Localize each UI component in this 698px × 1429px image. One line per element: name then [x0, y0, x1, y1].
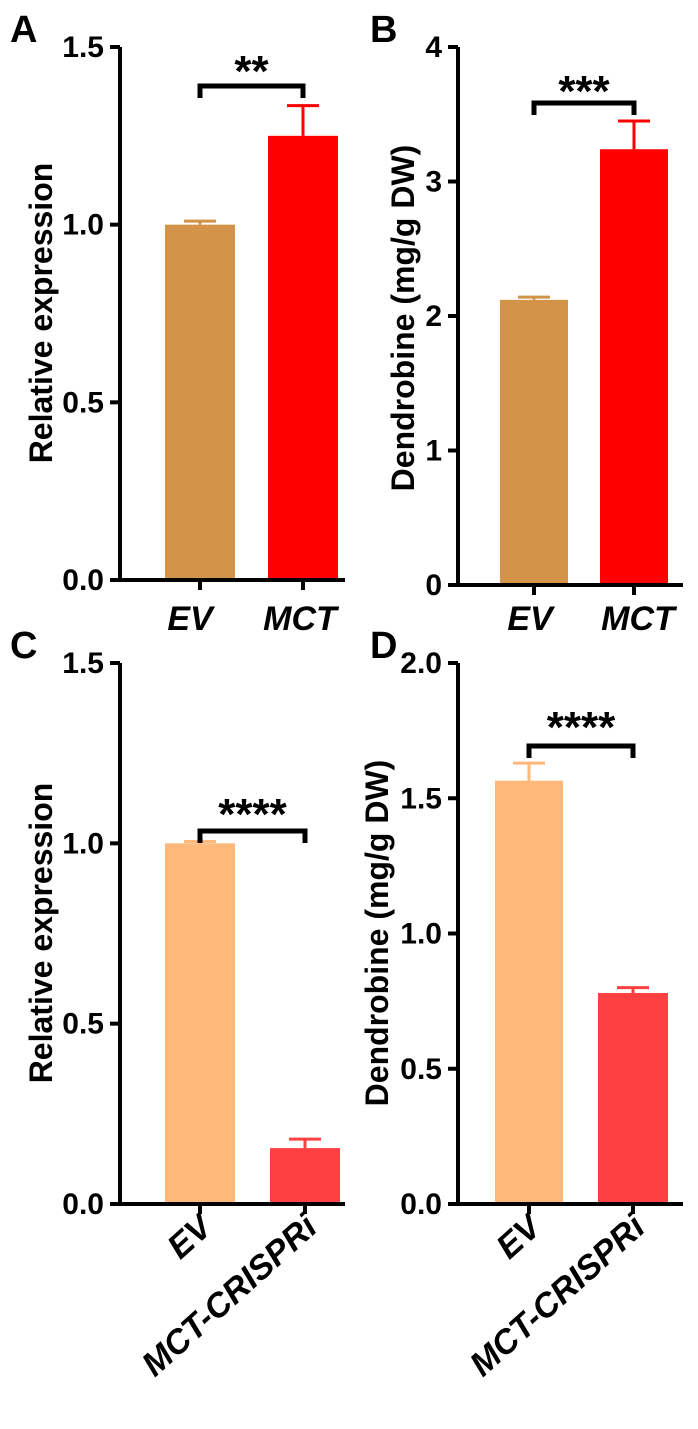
- error-bar-A-0: [184, 219, 216, 225]
- x-category-label-B-0: EV: [507, 600, 556, 638]
- significance-bracket-C: [197, 828, 308, 843]
- x-category-label-D-0: EV: [489, 1205, 551, 1266]
- panel-label-C: C: [10, 625, 37, 667]
- significance-label-D: ****: [547, 703, 616, 752]
- y-tick-label-B-0: 0: [425, 569, 442, 602]
- bar-A-ev: [165, 224, 235, 580]
- significance-bracket-A: [197, 83, 306, 98]
- y-tick-label-D-3: 1.5: [400, 782, 442, 815]
- bar-D-ev: [495, 780, 563, 1204]
- bar-B-ev: [500, 299, 568, 585]
- x-category-label-A-1: MCT: [263, 600, 340, 638]
- panel-label-B: B: [370, 9, 397, 51]
- y-axis-label-B: Dendrobine (mg/g DW): [385, 145, 421, 492]
- error-bar-D-1: [617, 986, 649, 994]
- significance-label-B: ***: [558, 67, 610, 116]
- y-tick-label-A-1: 0.5: [62, 386, 104, 419]
- y-tick-label-A-3: 1.5: [62, 31, 104, 64]
- bar-D-mct-crispri: [598, 993, 668, 1204]
- x-category-label-D-1: MCT-CRISPRi: [463, 1207, 654, 1384]
- y-axis-label-D: Dendrobine (mg/g DW): [359, 760, 395, 1107]
- x-category-label-A-0: EV: [167, 600, 216, 638]
- error-bar-B-1: [618, 119, 650, 150]
- error-bar-A-1: [287, 104, 319, 136]
- error-bar-B-0: [518, 295, 550, 300]
- significance-bracket-B: [531, 100, 637, 115]
- y-tick-label-B-2: 2: [425, 300, 442, 333]
- panel-label-A: A: [10, 9, 37, 51]
- bar-C-mct-crispri: [270, 1148, 340, 1204]
- y-tick-label-C-1: 0.5: [62, 1008, 104, 1041]
- x-category-label-C-0: EV: [160, 1205, 222, 1266]
- y-tick-label-D-4: 2.0: [400, 647, 442, 680]
- bar-B-mct: [600, 149, 668, 585]
- bar-A-mct: [268, 135, 338, 581]
- x-category-label-C-1: MCT-CRISPRi: [135, 1207, 326, 1384]
- y-axis-label-C: Relative expression: [23, 783, 59, 1084]
- y-axis-label-A: Relative expression: [23, 163, 59, 464]
- x-category-label-B-1: MCT: [601, 600, 678, 638]
- significance-label-C: ****: [218, 790, 287, 839]
- y-tick-label-C-3: 1.5: [62, 647, 104, 680]
- bar-C-ev: [165, 843, 235, 1204]
- y-tick-label-D-0: 0.0: [400, 1188, 442, 1221]
- panel-label-D: D: [370, 625, 397, 667]
- significance-bracket-D: [526, 743, 636, 758]
- y-tick-label-D-2: 1.0: [400, 918, 442, 951]
- error-bar-D-0: [513, 761, 545, 781]
- y-tick-label-B-3: 3: [425, 166, 442, 199]
- y-tick-label-D-1: 0.5: [400, 1053, 442, 1086]
- y-tick-label-B-1: 1: [425, 435, 442, 468]
- y-tick-label-C-0: 0.0: [62, 1188, 104, 1221]
- y-tick-label-A-2: 1.0: [62, 209, 104, 242]
- y-tick-label-C-2: 1.0: [62, 827, 104, 860]
- error-bar-C-1: [289, 1137, 321, 1149]
- y-tick-label-A-0: 0.0: [62, 564, 104, 597]
- significance-label-A: **: [234, 47, 269, 96]
- y-tick-label-B-4: 4: [425, 31, 442, 64]
